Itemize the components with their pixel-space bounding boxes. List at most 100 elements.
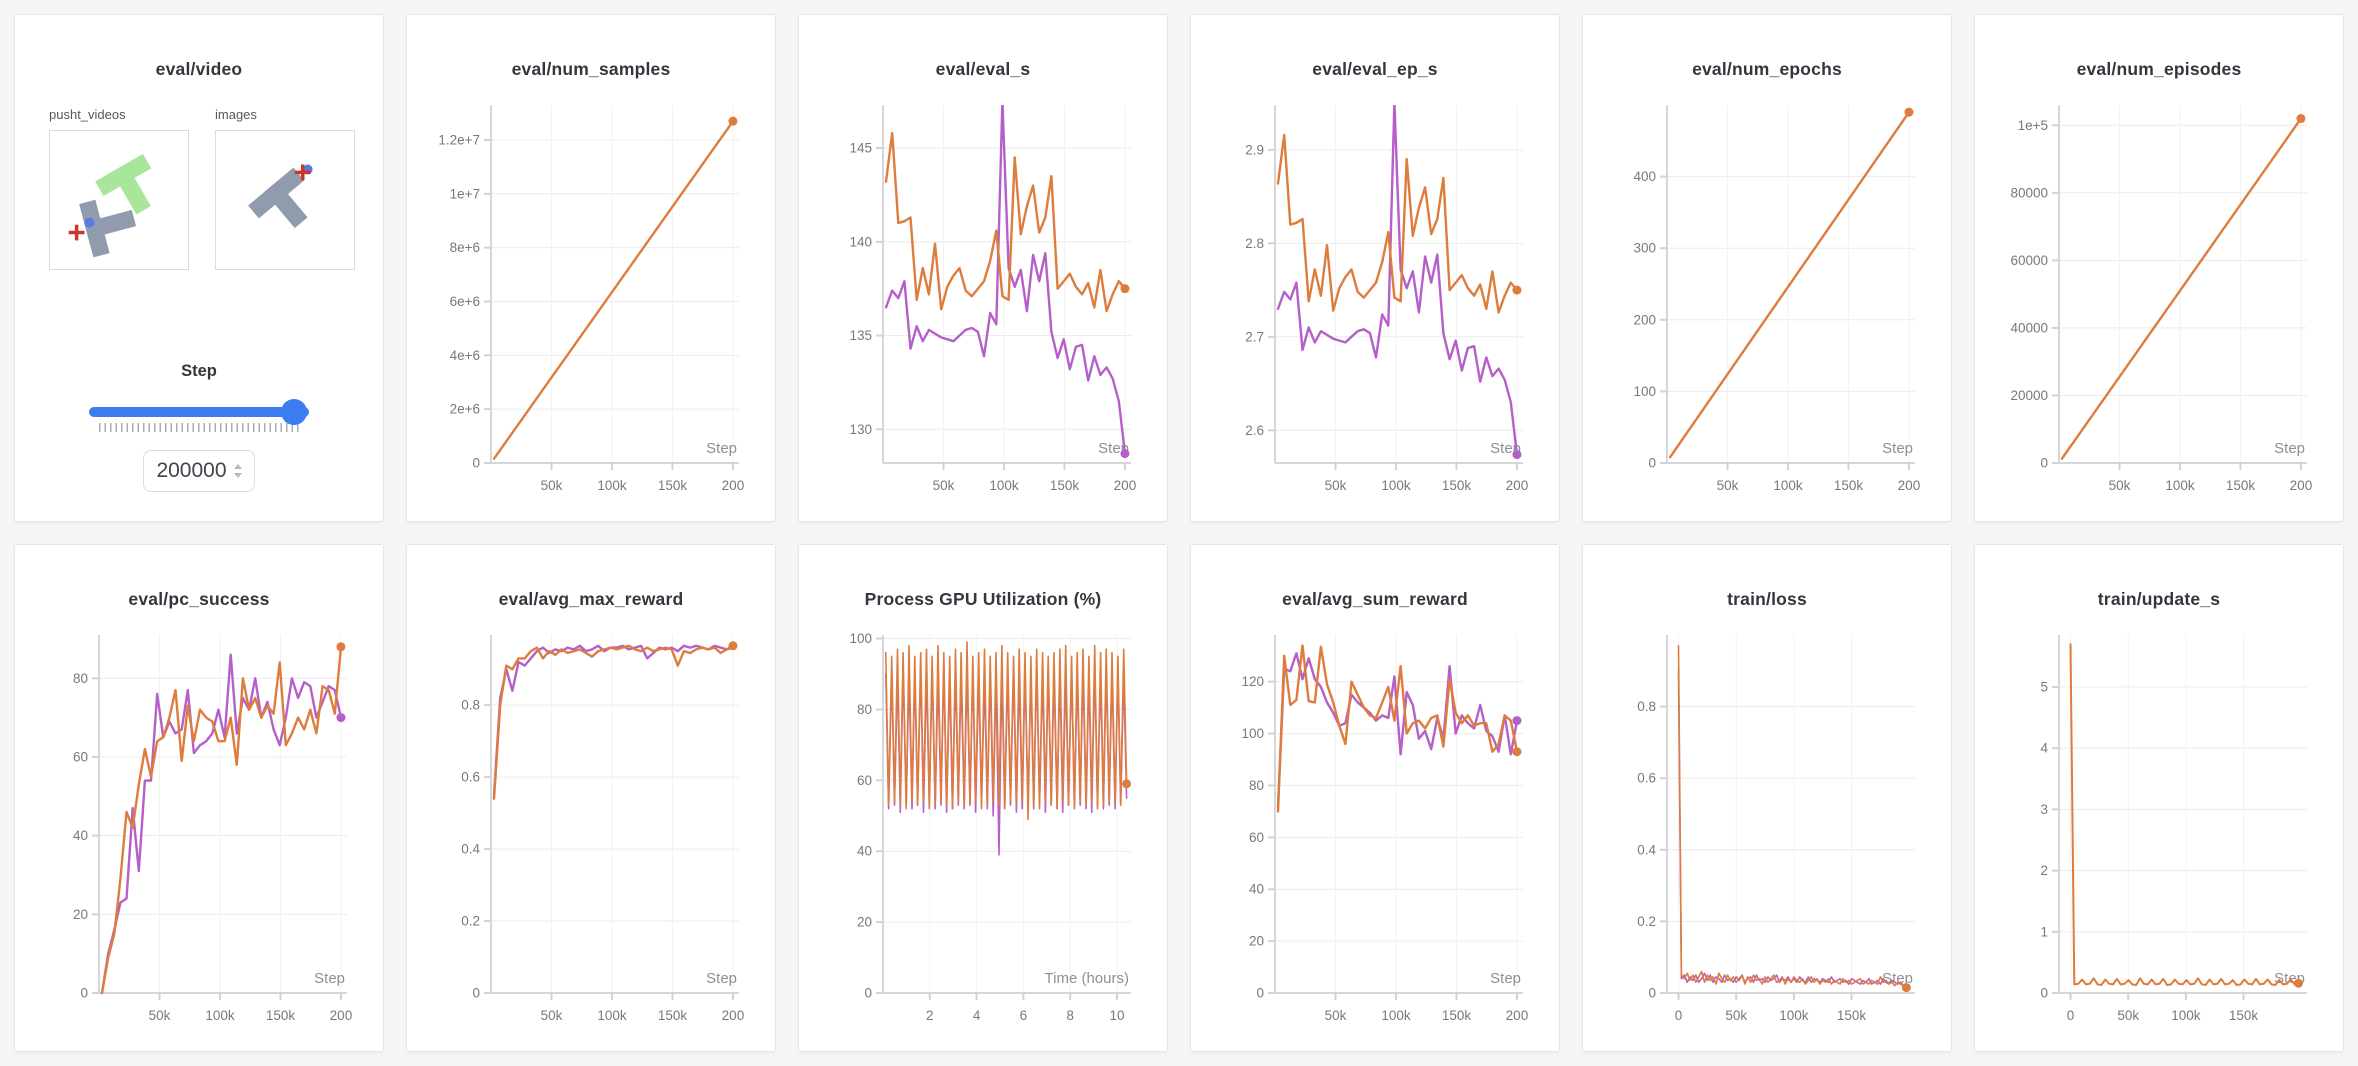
panel-eval-avg-max-reward[interactable]: eval/avg_max_reward 50k 100k 150k 200 0 0.2 0.… xyxy=(406,544,776,1052)
x-axis-label: Time (hours) xyxy=(1045,970,1129,987)
y-tick-label: 40 xyxy=(857,844,872,859)
chart-title: eval/avg_sum_reward xyxy=(1282,589,1468,609)
media-item-images: images xyxy=(215,107,355,270)
chart-title: eval/avg_max_reward xyxy=(498,589,684,609)
series-end-dot-orange-run xyxy=(728,116,738,126)
y-tick-label: 60000 xyxy=(2010,253,2048,268)
x-tick-label: 150k xyxy=(1834,478,1864,493)
slider-thumb[interactable] xyxy=(280,399,307,425)
series-line-orange-run xyxy=(2069,643,2300,986)
panel-eval-num-episodes[interactable]: eval/num_episodes 50k 100k 150k 200 0 20000 40… xyxy=(1974,14,2344,522)
line-chart-eval-num-epochs[interactable]: 50k 100k 150k 200 0 100 200 300 400 Step xyxy=(1583,89,1951,521)
panel-eval-num-epochs[interactable]: eval/num_epochs 50k 100k 150k 200 0 100 200 300… xyxy=(1582,14,1952,522)
x-tick-label: 50k xyxy=(1325,478,1347,493)
y-tick-label: 5 xyxy=(2040,680,2048,695)
x-tick-label: 150k xyxy=(266,1008,296,1023)
x-tick-label: 150k xyxy=(658,478,688,493)
series-line-purple-run xyxy=(492,644,735,797)
step-slider[interactable] xyxy=(89,399,309,425)
stepper-down-icon[interactable] xyxy=(233,473,242,478)
x-tick-label: 100k xyxy=(2165,478,2195,493)
y-tick-label: 80 xyxy=(1249,778,1264,793)
x-tick-label: 150k xyxy=(2229,1008,2259,1023)
x-tick-label: 100k xyxy=(1779,1008,1809,1023)
y-tick-label: 20 xyxy=(73,907,88,922)
pusht-videos-thumbnail[interactable] xyxy=(49,130,189,270)
y-tick-label: 80 xyxy=(73,671,88,686)
panel-eval-video: eval/video pusht_videos xyxy=(14,14,384,522)
x-tick-label: 100k xyxy=(1381,1008,1411,1023)
x-tick-label: 150k xyxy=(1442,478,1472,493)
y-tick-label: 100 xyxy=(1241,726,1264,741)
series-end-dot-purple-run xyxy=(1120,449,1130,459)
y-tick-label: 6e+6 xyxy=(450,294,480,309)
series-line-purple-run xyxy=(884,105,1127,455)
series-line-purple-run xyxy=(1276,652,1519,808)
green-t-block xyxy=(95,153,152,215)
y-tick-label: 135 xyxy=(849,328,872,343)
x-tick-label: 50k xyxy=(541,1008,563,1023)
x-tick-label: 0 xyxy=(2067,1008,2075,1023)
y-tick-label: 2.6 xyxy=(1245,423,1264,438)
media-row: pusht_videos xyxy=(49,107,383,270)
goal-cross-icon xyxy=(294,164,311,181)
step-number-input[interactable]: 200000 xyxy=(143,450,255,492)
line-chart-eval-avg-max-reward[interactable]: 50k 100k 150k 200 0 0.2 0.4 0.6 0.8 Step xyxy=(407,619,775,1051)
y-tick-label: 100 xyxy=(1633,384,1656,399)
series-end-dot-orange-run xyxy=(2296,114,2306,124)
x-tick-label: 200 xyxy=(1506,478,1529,493)
panel-train-loss[interactable]: train/loss 0 50k 100k 150k 0 0.2 0.4 0.6 0.8 Step xyxy=(1582,544,1952,1052)
y-tick-label: 0 xyxy=(80,986,88,1001)
x-tick-label: 200 xyxy=(1506,1008,1529,1023)
series-end-dot-orange-run xyxy=(728,641,738,651)
step-input-value[interactable]: 200000 xyxy=(156,459,227,482)
x-axis-label: Step xyxy=(706,440,737,457)
panel-eval-avg-sum-reward[interactable]: eval/avg_sum_reward 50k 100k 150k 200 0 20 40 6… xyxy=(1190,544,1560,1052)
stepper-up-icon[interactable] xyxy=(233,464,242,469)
series-line-orange-run xyxy=(885,641,1128,821)
y-tick-label: 20 xyxy=(1249,934,1264,949)
panel-process-gpu-utilization[interactable]: Process GPU Utilization (%) 2 4 6 8 10 0 20 40 6… xyxy=(798,544,1168,1052)
panel-eval-pc-success[interactable]: eval/pc_success 50k 100k 150k 200 0 20 40 60 80 S… xyxy=(14,544,384,1052)
video-panel-title: eval/video xyxy=(155,59,243,79)
series-line-orange-run xyxy=(2060,117,2303,460)
stepper-arrows[interactable] xyxy=(233,464,242,478)
line-chart-eval-num-samples[interactable]: 50k 100k 150k 200 0 2e+6 4e+6 6e+6 8e+6 1e+7 1.2e+… xyxy=(407,89,775,521)
x-tick-label: 50k xyxy=(1725,1008,1747,1023)
x-tick-label: 150k xyxy=(2226,478,2256,493)
y-tick-label: 4 xyxy=(2040,741,2048,756)
line-chart-eval-num-episodes[interactable]: 50k 100k 150k 200 0 20000 40000 60000 80000 1e+5 S… xyxy=(1975,89,2343,521)
series-end-dot-orange-run xyxy=(2293,978,2303,988)
y-tick-label: 40 xyxy=(73,828,88,843)
x-tick-label: 100k xyxy=(1381,478,1411,493)
series-line-orange-run xyxy=(492,120,735,460)
series-line-purple-run xyxy=(1276,105,1519,456)
y-tick-label: 0 xyxy=(472,986,480,1001)
panel-eval-eval-ep-s[interactable]: eval/eval_ep_s 50k 100k 150k 200 2.6 2.7 2.8 2.… xyxy=(1190,14,1560,522)
gray-t-block xyxy=(248,167,308,229)
y-tick-label: 0.4 xyxy=(461,842,480,857)
y-tick-label: 0.6 xyxy=(1637,771,1656,786)
chart-title: eval/pc_success xyxy=(128,589,270,609)
panel-eval-eval-s[interactable]: eval/eval_s 50k 100k 150k 200 130 135 140 145 St… xyxy=(798,14,1168,522)
slider-track[interactable] xyxy=(89,407,309,417)
line-chart-eval-avg-sum-reward[interactable]: 50k 100k 150k 200 0 20 40 60 80 100 120 Step xyxy=(1191,619,1559,1051)
x-tick-label: 150k xyxy=(658,1008,688,1023)
line-chart-eval-pc-success[interactable]: 50k 100k 150k 200 0 20 40 60 80 Step xyxy=(15,619,383,1051)
series-end-dot-purple-run xyxy=(1512,716,1522,726)
x-tick-label: 50k xyxy=(2117,1008,2139,1023)
panel-eval-num-samples[interactable]: eval/num_samples 50k 100k 150k 200 0 2e+6 4e+6… xyxy=(406,14,776,522)
series-end-dot-orange-run xyxy=(1512,285,1522,295)
panel-train-update-s[interactable]: train/update_s 0 50k 100k 150k 0 1 2 3 4 5 Step xyxy=(1974,544,2344,1052)
x-axis-label: Step xyxy=(1882,440,1913,457)
media-item-pusht-videos: pusht_videos xyxy=(49,107,189,270)
x-tick-label: 200 xyxy=(1898,478,1921,493)
y-tick-label: 0 xyxy=(1648,986,1656,1001)
images-thumbnail[interactable] xyxy=(215,130,355,270)
series-end-dot-orange-run xyxy=(1120,284,1130,294)
